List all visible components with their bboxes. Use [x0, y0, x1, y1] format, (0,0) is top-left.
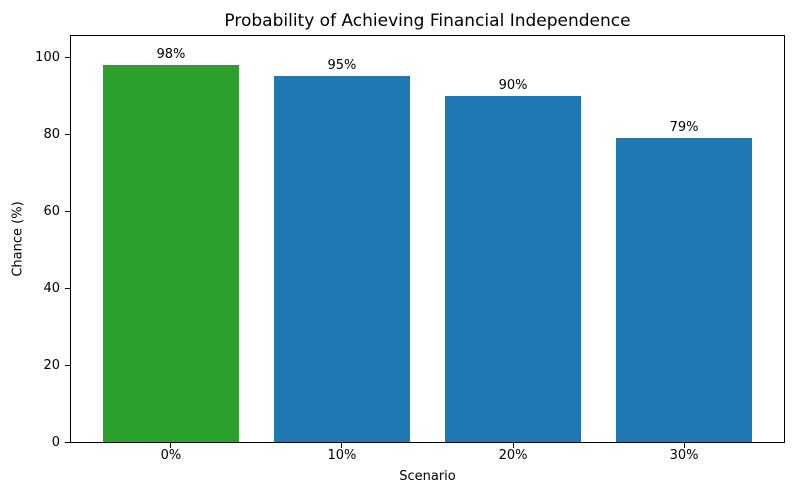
x-tick-label: 20% [498, 448, 528, 463]
x-axis-label: Scenario [399, 469, 456, 484]
y-tick-mark [65, 442, 70, 443]
bar-0% [102, 64, 240, 442]
y-tick-label: 40 [43, 281, 60, 297]
x-tick-mark [512, 443, 514, 448]
bar-30% [615, 137, 753, 442]
x-tick-mark [170, 443, 172, 448]
y-tick-mark [65, 365, 70, 367]
y-tick-mark [65, 57, 70, 59]
bar-10% [273, 76, 411, 442]
y-tick-label: 100 [35, 50, 60, 66]
x-tick-mark [683, 443, 685, 448]
x-tick-label: 30% [669, 448, 699, 463]
x-tick-label: 10% [327, 448, 357, 463]
bar-20% [444, 95, 582, 442]
y-tick-label: 20 [43, 358, 60, 374]
x-tick-mark [341, 443, 343, 448]
chart-title: Probability of Achieving Financial Indep… [224, 11, 631, 31]
bar-value-label: 95% [327, 58, 357, 74]
bar-value-label: 90% [498, 77, 528, 93]
plot-area [70, 35, 785, 443]
y-tick-label: 80 [43, 127, 60, 143]
y-tick-label: 0 [51, 435, 60, 450]
bar-value-label: 79% [669, 119, 699, 135]
y-tick-mark [65, 134, 70, 136]
bar-value-label: 98% [156, 46, 186, 62]
y-tick-mark [65, 211, 70, 213]
y-tick-mark [65, 288, 70, 290]
y-tick-label: 60 [43, 204, 60, 220]
x-tick-label: 0% [160, 448, 182, 463]
